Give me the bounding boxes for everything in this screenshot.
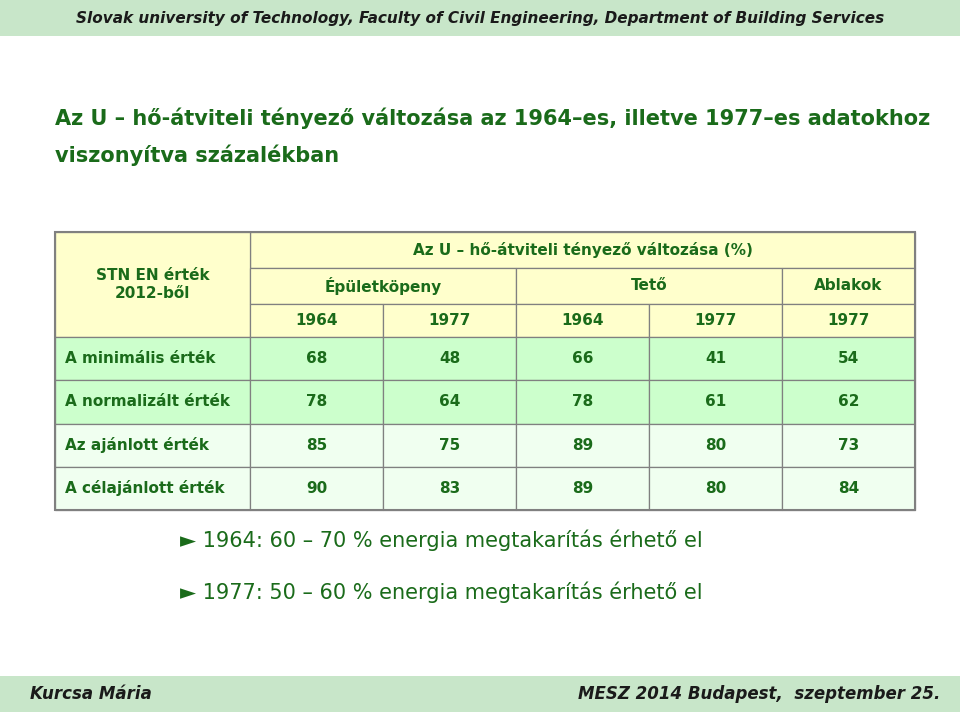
Text: Az ajánlott érték: Az ajánlott érték xyxy=(65,437,209,453)
Bar xyxy=(649,380,782,424)
Text: MESZ 2014 Budapest,  szeptember 25.: MESZ 2014 Budapest, szeptember 25. xyxy=(578,685,940,703)
Text: 1977: 1977 xyxy=(428,313,470,328)
Bar xyxy=(250,467,383,510)
Text: 68: 68 xyxy=(306,351,327,366)
Text: 66: 66 xyxy=(572,351,593,366)
Text: 73: 73 xyxy=(838,438,859,453)
Text: 84: 84 xyxy=(838,481,859,496)
Bar xyxy=(55,232,250,268)
Bar xyxy=(55,232,915,510)
Text: 83: 83 xyxy=(439,481,460,496)
Bar xyxy=(782,304,915,337)
Bar xyxy=(516,304,649,337)
Text: 62: 62 xyxy=(838,394,859,409)
Text: 48: 48 xyxy=(439,351,460,366)
Bar xyxy=(383,304,516,337)
Text: Tető: Tető xyxy=(631,278,667,293)
Bar xyxy=(383,467,516,510)
Text: A normalizált érték: A normalizált érték xyxy=(65,394,230,409)
Bar xyxy=(782,467,915,510)
Bar xyxy=(55,380,250,424)
Text: 90: 90 xyxy=(306,481,327,496)
Bar xyxy=(516,268,782,304)
Bar xyxy=(516,380,649,424)
Text: 89: 89 xyxy=(572,438,593,453)
Text: ► 1977: 50 – 60 % energia megtakarítás érhető el: ► 1977: 50 – 60 % energia megtakarítás é… xyxy=(180,581,703,603)
Text: 54: 54 xyxy=(838,351,859,366)
Text: ► 1964: 60 – 70 % energia megtakarítás érhető el: ► 1964: 60 – 70 % energia megtakarítás é… xyxy=(180,529,703,551)
Text: Kurcsa Mária: Kurcsa Mária xyxy=(30,685,152,703)
Text: Slovak university of Technology, Faculty of Civil Engineering, Department of Bui: Slovak university of Technology, Faculty… xyxy=(76,11,884,26)
Bar xyxy=(649,467,782,510)
Bar xyxy=(0,0,960,36)
Text: 89: 89 xyxy=(572,481,593,496)
Text: Az U – hő-átviteli tényező változása (%): Az U – hő-átviteli tényező változása (%) xyxy=(413,242,753,258)
Text: 78: 78 xyxy=(306,394,327,409)
Bar xyxy=(383,424,516,467)
Text: 64: 64 xyxy=(439,394,460,409)
Bar xyxy=(782,268,915,304)
Text: Ablakok: Ablakok xyxy=(814,278,882,293)
Bar xyxy=(516,337,649,380)
Text: 75: 75 xyxy=(439,438,460,453)
Bar xyxy=(782,380,915,424)
Bar xyxy=(649,337,782,380)
Text: Az U – hő-átviteli tényező változása az 1964–es, illetve 1977–es adatokhoz: Az U – hő-átviteli tényező változása az … xyxy=(55,108,930,129)
Bar xyxy=(250,337,383,380)
Text: viszonyítva százalékban: viszonyítva százalékban xyxy=(55,145,339,166)
Bar xyxy=(383,337,516,380)
Text: Épületköpeny: Épületköpeny xyxy=(324,277,442,295)
Text: 1964: 1964 xyxy=(562,313,604,328)
Bar xyxy=(782,337,915,380)
Text: 85: 85 xyxy=(306,438,327,453)
Bar xyxy=(649,424,782,467)
Bar xyxy=(0,676,960,712)
Bar xyxy=(649,304,782,337)
Bar xyxy=(383,380,516,424)
Text: 61: 61 xyxy=(705,394,726,409)
Bar xyxy=(516,467,649,510)
Text: 1964: 1964 xyxy=(296,313,338,328)
Bar xyxy=(55,232,250,337)
Bar xyxy=(516,424,649,467)
Text: 1977: 1977 xyxy=(694,313,736,328)
Bar xyxy=(55,424,250,467)
Text: 78: 78 xyxy=(572,394,593,409)
Bar xyxy=(250,268,516,304)
Bar xyxy=(250,304,383,337)
Text: 80: 80 xyxy=(705,481,726,496)
Bar xyxy=(55,467,250,510)
Text: 1977: 1977 xyxy=(828,313,870,328)
Bar xyxy=(250,232,915,268)
Text: 41: 41 xyxy=(705,351,726,366)
Text: 80: 80 xyxy=(705,438,726,453)
Bar xyxy=(55,337,250,380)
Bar xyxy=(250,380,383,424)
Text: STN EN érték
2012-ből: STN EN érték 2012-ből xyxy=(96,268,209,300)
Bar xyxy=(782,424,915,467)
Bar xyxy=(250,424,383,467)
Text: A célajánlott érték: A célajánlott érték xyxy=(65,481,225,496)
Text: A minimális érték: A minimális érték xyxy=(65,351,215,366)
